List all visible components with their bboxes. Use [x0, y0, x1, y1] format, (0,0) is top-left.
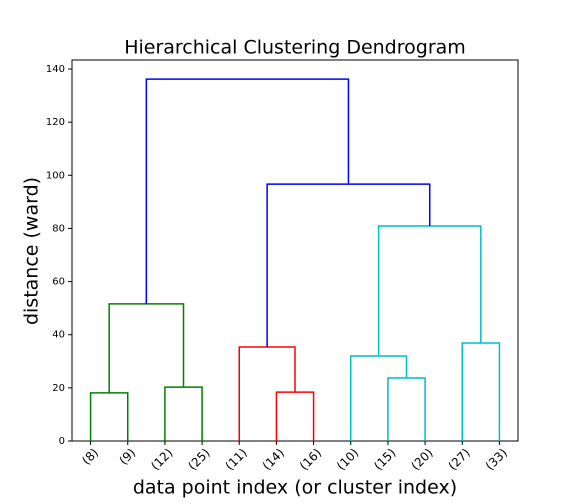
x-axis-label: data point index (or cluster index) [133, 477, 457, 499]
y-tick-label: 80 [52, 223, 65, 234]
y-tick-label: 40 [52, 330, 65, 341]
link [275, 391, 315, 441]
x-tick-label: (20) [408, 446, 435, 473]
link [108, 303, 185, 393]
y-tick-label: 140 [46, 64, 65, 75]
x-tick-label: (15) [371, 446, 398, 473]
link [350, 355, 408, 441]
x-tick-label: (12) [148, 446, 175, 473]
x-tick-label: (33) [483, 446, 510, 473]
y-tick-label: 120 [46, 117, 65, 128]
y-axis-label: distance (ward) [21, 177, 43, 325]
y-tick-label: 20 [52, 383, 65, 394]
link [266, 183, 431, 347]
y-tick-label: 60 [52, 277, 65, 288]
link [89, 392, 129, 441]
x-tick-label: (27) [446, 446, 473, 473]
plot-frame [71, 59, 519, 442]
link [145, 78, 350, 304]
x-tick-label: (14) [260, 446, 287, 473]
link [238, 346, 296, 441]
x-tick-label: (11) [223, 446, 250, 473]
x-tick-label: (10) [334, 446, 361, 473]
link [387, 377, 426, 441]
link [461, 342, 501, 441]
link [164, 386, 203, 441]
x-tick-label: (16) [297, 446, 324, 473]
link [377, 225, 482, 356]
chart-title: Hierarchical Clustering Dendrogram [124, 37, 466, 59]
y-tick-label: 100 [46, 170, 65, 181]
y-tick-label: 0 [59, 436, 65, 447]
x-tick-label: (9) [116, 446, 138, 468]
x-tick-label: (8) [79, 446, 101, 468]
x-tick-label: (25) [185, 446, 212, 473]
